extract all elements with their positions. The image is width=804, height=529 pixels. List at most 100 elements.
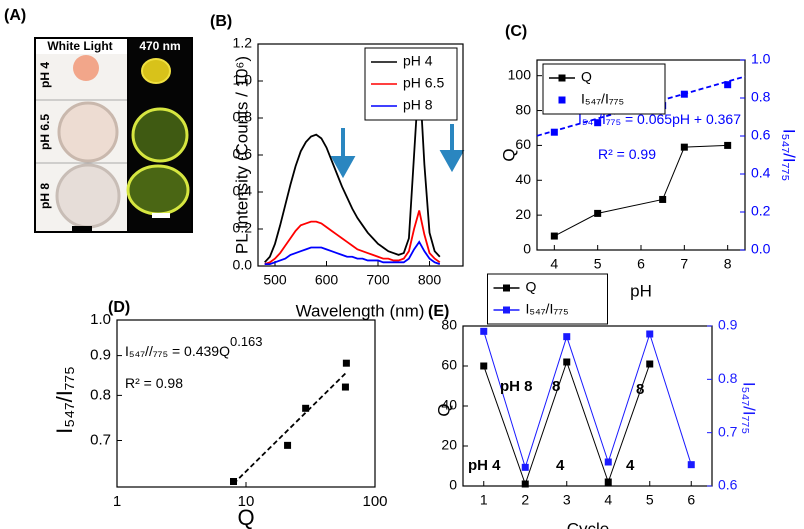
column-header: White Light bbox=[47, 39, 112, 53]
x-tick-label: 100 bbox=[362, 493, 387, 510]
sample-photo bbox=[131, 107, 189, 163]
data-point bbox=[724, 81, 732, 89]
arrow-head bbox=[330, 156, 356, 179]
arrow-head bbox=[439, 150, 465, 173]
data-point bbox=[724, 141, 732, 149]
y2-tick-label: 0.6 bbox=[718, 477, 738, 493]
legend-marker bbox=[503, 284, 510, 292]
annotation-text: pH 8 bbox=[500, 378, 533, 395]
x-tick-label: 4 bbox=[604, 492, 612, 508]
annotation: 4 bbox=[556, 457, 565, 474]
y-tick-label: 0.6 bbox=[233, 146, 253, 162]
x-tick-label: 7 bbox=[680, 256, 688, 272]
series-line bbox=[264, 71, 441, 263]
sample-photo bbox=[126, 164, 190, 216]
legend-label: pH 6.5 bbox=[403, 75, 444, 91]
panel-label: (B) bbox=[210, 13, 232, 30]
column-header: 470 nm bbox=[139, 39, 180, 53]
scale-bar bbox=[152, 213, 170, 218]
annotation: 8 bbox=[552, 378, 560, 395]
legend-label: I₅₄₇/I₇₇₅ bbox=[526, 301, 569, 317]
x-tick-label: 10 bbox=[238, 493, 255, 510]
data-point bbox=[563, 358, 571, 366]
row-label: pH 4 bbox=[38, 62, 52, 88]
x-tick-label: 4 bbox=[550, 256, 558, 272]
data-point bbox=[687, 461, 695, 469]
legend-label: Q bbox=[526, 279, 537, 295]
row-label: pH 6.5 bbox=[38, 114, 52, 150]
annotation-text: R² = 0.98 bbox=[125, 375, 183, 391]
x-tick-label: 3 bbox=[563, 492, 571, 508]
legend-box bbox=[542, 63, 666, 115]
panel-label: (A) bbox=[4, 7, 26, 24]
y-tick-label: 0.0 bbox=[233, 257, 253, 273]
legend-box bbox=[487, 273, 608, 325]
series-line bbox=[232, 371, 348, 485]
x-tick-label: 2 bbox=[521, 492, 529, 508]
panel-label: (E) bbox=[428, 303, 449, 320]
y2-tick-label: 0.8 bbox=[718, 370, 738, 386]
y2-tick-label: 0.2 bbox=[751, 203, 771, 219]
legend-label: pH 8 bbox=[403, 97, 433, 113]
data-point bbox=[659, 195, 667, 203]
y-tick-label: 40 bbox=[515, 171, 531, 187]
x-tick-label: 8 bbox=[724, 256, 732, 272]
y-tick-label: 80 bbox=[441, 317, 457, 333]
y2-tick-label: 0.4 bbox=[751, 165, 771, 181]
x-axis-label: Cycle bbox=[567, 519, 610, 529]
data-point bbox=[229, 478, 237, 486]
data-point bbox=[521, 480, 529, 488]
data-point bbox=[284, 441, 292, 449]
data-point bbox=[646, 360, 654, 368]
y-tick-label: 0.4 bbox=[233, 183, 253, 199]
x-tick-label: 1 bbox=[113, 493, 121, 510]
y-axis-label: Q bbox=[499, 148, 518, 161]
legend-label: Q bbox=[581, 69, 592, 85]
annotation: I₅₄₇/I₇₇₅ = 0.065pH + 0.367 bbox=[578, 111, 741, 127]
y2-tick-label: 0.9 bbox=[718, 317, 738, 333]
data-point bbox=[521, 463, 529, 471]
annotation-text: 4 bbox=[626, 457, 635, 474]
legend-label: I₅₄₇/I₇₇₅ bbox=[581, 91, 624, 107]
data-point bbox=[563, 333, 571, 341]
y2-axis-label: I₅₄₇/I₇₇₅ bbox=[740, 382, 759, 434]
annotation: 4 bbox=[626, 457, 635, 474]
sample-photo bbox=[57, 101, 119, 163]
y-tick-label: 100 bbox=[508, 66, 532, 82]
panel-label: (D) bbox=[108, 299, 130, 316]
y-tick-label: 1.2 bbox=[233, 35, 253, 51]
y-tick-label: 40 bbox=[441, 397, 457, 413]
x-tick-label: 6 bbox=[687, 492, 695, 508]
annotation: pH 8 bbox=[500, 378, 533, 395]
annotation-text: I₅₄₇/I₇₇₅ = 0.065pH + 0.367 bbox=[578, 111, 741, 127]
panel-label: (C) bbox=[505, 23, 527, 40]
sample-photo bbox=[141, 58, 171, 84]
y2-tick-label: 0.7 bbox=[718, 423, 738, 439]
y-tick-label: 0.9 bbox=[90, 347, 111, 364]
y-axis-label: PL Intensity (Counts / 10⁶) bbox=[232, 56, 251, 254]
y2-tick-label: 0.6 bbox=[751, 127, 771, 143]
annotation: I₅₄₇//₇₇₅ = 0.439Q0.163 bbox=[125, 334, 263, 358]
y-axis-label: Q bbox=[434, 403, 453, 416]
annotation-text: I₅₄₇//₇₇₅ = 0.439Q bbox=[125, 343, 230, 359]
data-point bbox=[480, 327, 488, 335]
annotation-superscript: 0.163 bbox=[230, 334, 263, 349]
data-point bbox=[604, 478, 612, 486]
arrows bbox=[330, 124, 465, 179]
annotation-text: 8 bbox=[636, 381, 644, 398]
data-point bbox=[480, 362, 488, 370]
x-axis-label: pH bbox=[630, 281, 652, 300]
y2-tick-label: 0.8 bbox=[751, 89, 771, 105]
y-tick-label: 60 bbox=[515, 136, 531, 152]
y-tick-label: 1.0 bbox=[90, 311, 111, 328]
annotation-text: pH 4 bbox=[468, 457, 501, 474]
scale-bar bbox=[72, 226, 92, 232]
y-tick-label: 20 bbox=[441, 437, 457, 453]
annotation: pH 4 bbox=[468, 457, 501, 474]
data-point bbox=[594, 209, 602, 217]
legend-marker bbox=[558, 74, 566, 82]
data-point bbox=[646, 330, 654, 338]
data-point bbox=[594, 119, 602, 127]
x-tick-label: 600 bbox=[315, 272, 339, 288]
y2-tick-label: 0.0 bbox=[751, 241, 771, 257]
